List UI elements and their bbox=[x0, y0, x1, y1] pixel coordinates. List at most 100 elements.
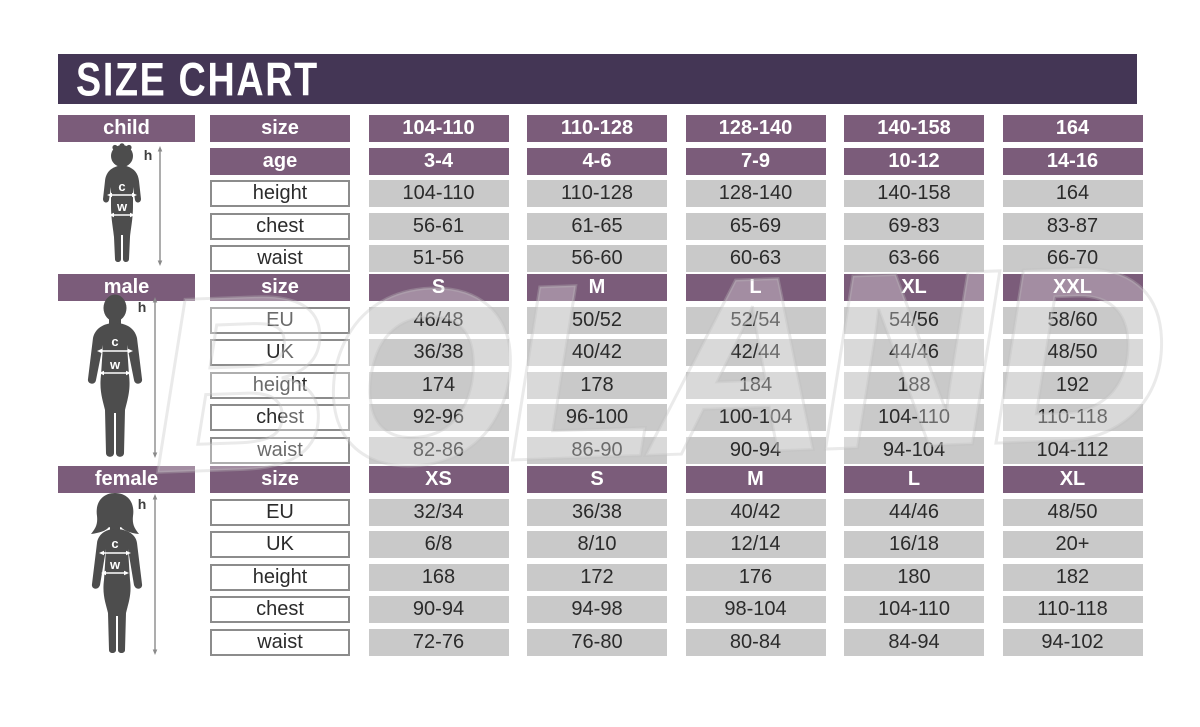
measure-value-cell: 56-60 bbox=[527, 245, 667, 272]
row-label-EU: EU bbox=[210, 498, 350, 526]
measure-value-cell: 104-112 bbox=[1002, 436, 1143, 464]
measure-value-cell: 100-104 bbox=[685, 404, 826, 431]
measure-value-cell: 90-94 bbox=[685, 436, 826, 464]
chest-label: c bbox=[111, 334, 118, 349]
measure-value-cell: 48/50 bbox=[1002, 339, 1143, 366]
size-header-cell: 3-4 bbox=[368, 147, 509, 175]
measure-value-cell: 52/54 bbox=[685, 306, 826, 334]
measure-value-cell: 188 bbox=[844, 371, 984, 399]
measure-value-cell: 110-118 bbox=[1002, 596, 1143, 623]
size-header-cell: XL bbox=[844, 274, 984, 301]
size-header-cell: 128-140 bbox=[685, 115, 826, 142]
size-header-cell: S bbox=[527, 466, 667, 493]
chest-label: c bbox=[111, 536, 118, 551]
measure-value-cell: 20+ bbox=[1002, 531, 1143, 558]
size-header-cell: 10-12 bbox=[844, 147, 984, 175]
size-header-cell: 164 bbox=[1002, 115, 1143, 142]
female-silhouette bbox=[91, 493, 143, 653]
size-header-cell: S bbox=[368, 274, 509, 301]
measure-value-cell: 84-94 bbox=[844, 628, 984, 656]
female-figure: c w h bbox=[91, 493, 158, 655]
measure-value-cell: 54/56 bbox=[844, 306, 984, 334]
size-header-cell: XXL bbox=[1002, 274, 1143, 301]
height-arrowheads bbox=[157, 146, 163, 266]
size-header-cell: 4-6 bbox=[527, 147, 667, 175]
waist-label: w bbox=[109, 357, 121, 372]
male-figure: c w h bbox=[87, 294, 158, 458]
measure-value-cell: 44/46 bbox=[844, 498, 984, 526]
section-label-female: female bbox=[58, 466, 195, 493]
chest-label: c bbox=[118, 179, 125, 194]
measure-value-cell: 178 bbox=[527, 371, 667, 399]
measure-value-cell: 128-140 bbox=[685, 180, 826, 207]
measure-value-cell: 6/8 bbox=[368, 531, 509, 558]
size-header-cell: L bbox=[685, 274, 826, 301]
measure-value-cell: 96-100 bbox=[527, 404, 667, 431]
measure-value-cell: 65-69 bbox=[685, 212, 826, 240]
row-label-chest: chest bbox=[210, 212, 350, 240]
male-size-table: size S M L XL XXL EU 46/48 50/52 52/54 54/56 58/60 U… bbox=[210, 274, 1143, 464]
row-label-waist: waist bbox=[210, 628, 350, 656]
measure-value-cell: 80-84 bbox=[685, 628, 826, 656]
measure-value-cell: 16/18 bbox=[844, 531, 984, 558]
measure-value-cell: 180 bbox=[844, 563, 984, 591]
measure-value-cell: 66-70 bbox=[1002, 245, 1143, 272]
row-label-waist: waist bbox=[210, 245, 350, 272]
size-header-cell: XS bbox=[368, 466, 509, 493]
row-label-size: size bbox=[210, 274, 350, 301]
row-label-waist: waist bbox=[210, 436, 350, 464]
chest-arrowheads bbox=[99, 550, 131, 556]
measure-value-cell: 32/34 bbox=[368, 498, 509, 526]
child-silhouette bbox=[103, 143, 141, 262]
measure-value-cell: 94-102 bbox=[1002, 628, 1143, 656]
measure-value-cell: 92-96 bbox=[368, 404, 509, 431]
measure-value-cell: 98-104 bbox=[685, 596, 826, 623]
height-label: h bbox=[144, 147, 153, 163]
height-label: h bbox=[138, 496, 147, 512]
row-label-height: height bbox=[210, 563, 350, 591]
height-label: h bbox=[138, 299, 147, 315]
measure-value-cell: 110-128 bbox=[527, 180, 667, 207]
measure-value-cell: 104-110 bbox=[844, 596, 984, 623]
child-size-table: size 104-110 110-128 128-140 140-158 164 age 3-… bbox=[210, 115, 1143, 272]
size-header-cell: L bbox=[844, 466, 984, 493]
row-label-chest: chest bbox=[210, 404, 350, 431]
row-label-chest: chest bbox=[210, 596, 350, 623]
measure-value-cell: 51-56 bbox=[368, 245, 509, 272]
section-label-child: child bbox=[58, 115, 195, 142]
measure-value-cell: 36/38 bbox=[527, 498, 667, 526]
waist-arrowheads bbox=[101, 570, 129, 576]
measure-value-cell: 58/60 bbox=[1002, 306, 1143, 334]
chest-arrowheads bbox=[97, 348, 133, 354]
measure-value-cell: 172 bbox=[527, 563, 667, 591]
measure-value-cell: 104-110 bbox=[368, 180, 509, 207]
waist-label: w bbox=[116, 199, 128, 214]
measure-value-cell: 192 bbox=[1002, 371, 1143, 399]
measure-value-cell: 110-118 bbox=[1002, 404, 1143, 431]
measure-value-cell: 60-63 bbox=[685, 245, 826, 272]
male-silhouette bbox=[87, 294, 143, 457]
title-bar: SIZE CHART bbox=[58, 54, 1137, 105]
measure-value-cell: 50/52 bbox=[527, 306, 667, 334]
row-label-height: height bbox=[210, 180, 350, 207]
measure-value-cell: 61-65 bbox=[527, 212, 667, 240]
measure-value-cell: 184 bbox=[685, 371, 826, 399]
measure-value-cell: 82-86 bbox=[368, 436, 509, 464]
row-label-size: size bbox=[210, 466, 350, 493]
size-header-cell: M bbox=[527, 274, 667, 301]
measure-value-cell: 72-76 bbox=[368, 628, 509, 656]
measure-value-cell: 44/46 bbox=[844, 339, 984, 366]
size-header-cell: 7-9 bbox=[685, 147, 826, 175]
measure-value-cell: 12/14 bbox=[685, 531, 826, 558]
height-arrowheads bbox=[152, 297, 158, 458]
measure-value-cell: 90-94 bbox=[368, 596, 509, 623]
measure-value-cell: 140-158 bbox=[844, 180, 984, 207]
measure-value-cell: 48/50 bbox=[1002, 498, 1143, 526]
measure-value-cell: 86-90 bbox=[527, 436, 667, 464]
measure-value-cell: 56-61 bbox=[368, 212, 509, 240]
measure-value-cell: 176 bbox=[685, 563, 826, 591]
size-header-cell: 110-128 bbox=[527, 115, 667, 142]
row-label-height: height bbox=[210, 371, 350, 399]
measure-value-cell: 104-110 bbox=[844, 404, 984, 431]
